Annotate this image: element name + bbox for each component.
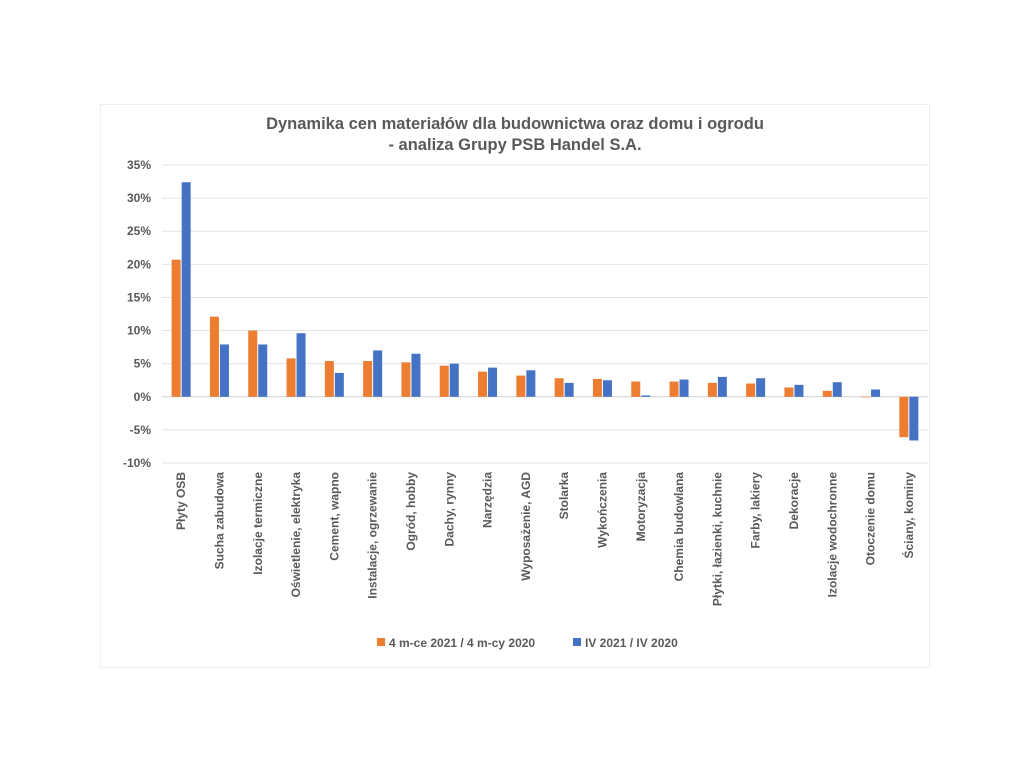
bar-series-2 <box>832 382 842 397</box>
legend-swatch <box>573 638 581 646</box>
bar-series-2 <box>602 380 612 397</box>
x-category-label: Sucha zabudowa <box>212 472 226 570</box>
x-axis: Płyty OSB Sucha zabudowa Izolacje termiczn… <box>174 472 916 606</box>
bar-series-2 <box>756 378 766 397</box>
legend-label: 4 m-ce 2021 / 4 m-cy 2020 <box>389 636 535 650</box>
bar-series-2 <box>181 182 191 397</box>
y-tick-label: 10% <box>127 324 151 338</box>
y-tick-label: 25% <box>127 224 151 238</box>
y-tick-label: -10% <box>123 456 151 470</box>
y-tick-label: 30% <box>127 191 151 205</box>
bar-series-2 <box>871 389 881 397</box>
x-category-label: Instalacje, ogrzewanie <box>366 472 380 599</box>
x-category-label: Wykończenia <box>595 472 609 548</box>
x-category-label: Ogród, hobby <box>404 472 418 551</box>
bar-series-1 <box>899 396 909 438</box>
gridlines <box>162 164 928 464</box>
legend-label: IV 2021 / IV 2020 <box>585 636 678 650</box>
x-category-label: Ściany, kominy <box>901 472 916 559</box>
bar-series-2 <box>679 379 689 397</box>
bar-series-2 <box>488 367 498 397</box>
y-tick-label: 5% <box>134 357 152 371</box>
bar-series-2 <box>909 396 919 441</box>
x-category-label: Narzędzia <box>481 472 495 528</box>
x-category-label: Motoryzacja <box>634 472 648 542</box>
bar-series-1 <box>478 371 488 397</box>
x-category-label: Wyposażenie, AGD <box>519 472 533 581</box>
x-category-label: Dekoracje <box>787 472 801 530</box>
bar-series-1 <box>592 378 602 397</box>
x-category-label: Oświetlenie, elektryka <box>289 472 303 598</box>
bar-series-1 <box>324 361 334 397</box>
chart-title-line-1: Dynamika cen materiałów dla budownictwa … <box>266 115 764 133</box>
x-category-label: Płyty OSB <box>174 472 188 530</box>
x-category-label: Otoczenie domu <box>864 472 878 565</box>
bar-series-1 <box>248 330 258 397</box>
bar-series-1 <box>171 259 181 397</box>
bar-series-1 <box>209 316 219 397</box>
y-tick-label: 35% <box>127 158 151 172</box>
bar-series-1 <box>784 387 794 397</box>
x-category-label: Chemia budowlana <box>672 472 686 582</box>
bar-series-1 <box>554 378 564 397</box>
bar-series-2 <box>449 363 459 397</box>
bar-series-2 <box>219 344 229 397</box>
chart-title-line-2: - analiza Grupy PSB Handel S.A. <box>388 136 642 154</box>
legend: 4 m-ce 2021 / 4 m-cy 2020 IV 2021 / IV 20… <box>377 636 678 650</box>
x-category-label: Płytki, łazienki, kuchnie <box>710 472 724 606</box>
y-axis: -10% -5% 0% 5% 10% 15% 20% 25% 30% 35% <box>123 158 151 470</box>
x-category-label: Izolacje wodochronne <box>825 472 839 598</box>
y-tick-label: 0% <box>134 390 152 404</box>
bar-series-2 <box>296 333 306 397</box>
bar-series-1 <box>822 390 832 397</box>
bar-series-2 <box>373 350 383 397</box>
bar-series-1 <box>363 361 373 397</box>
bar-series-2 <box>564 382 574 397</box>
chart-title: Dynamika cen materiałów dla budownictwa … <box>100 114 930 156</box>
bar-series-1 <box>861 396 871 398</box>
y-tick-label: -5% <box>130 423 152 437</box>
bar-series-1 <box>286 358 296 397</box>
bar-series-1 <box>516 375 526 397</box>
bar-series-1 <box>401 362 411 397</box>
bar-series-1 <box>707 382 717 397</box>
bars <box>171 182 919 441</box>
x-category-label: Izolacje termiczne <box>251 472 265 575</box>
bar-series-2 <box>794 384 804 397</box>
y-tick-label: 20% <box>127 257 151 271</box>
bar-series-1 <box>631 381 641 397</box>
x-category-label: Cement, wapno <box>327 472 341 561</box>
bar-series-2 <box>717 376 727 397</box>
x-category-label: Dachy, rynny <box>442 472 456 547</box>
x-category-label: Farby, lakiery <box>749 472 763 549</box>
x-category-label: Stolarka <box>557 472 571 520</box>
y-tick-label: 15% <box>127 290 151 304</box>
bar-series-2 <box>641 395 651 397</box>
bar-series-2 <box>258 344 268 397</box>
bar-series-2 <box>411 353 421 397</box>
legend-swatch <box>377 638 385 646</box>
bar-series-2 <box>334 372 344 397</box>
bar-series-1 <box>439 365 449 397</box>
bar-series-2 <box>526 370 536 397</box>
bar-series-1 <box>669 381 679 397</box>
bar-series-1 <box>746 383 756 397</box>
